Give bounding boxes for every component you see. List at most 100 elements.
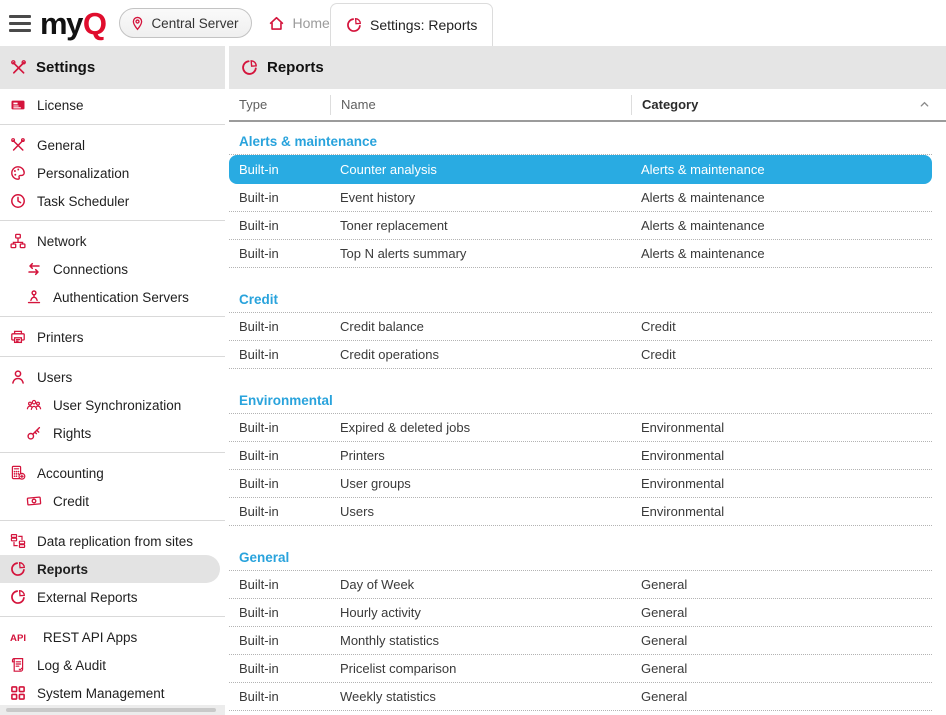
sidebar-item-label: Log & Audit bbox=[37, 657, 107, 673]
cell-type: Built-in bbox=[239, 661, 279, 676]
report-row-expired-deleted-jobs[interactable]: Built-in Expired & deleted jobs Environmen… bbox=[229, 414, 932, 442]
cell-name: Printers bbox=[340, 448, 385, 463]
hamburger-menu-icon[interactable] bbox=[9, 14, 31, 32]
report-group-title: General bbox=[229, 540, 932, 571]
sidebar-item-credit[interactable]: Credit bbox=[0, 487, 225, 515]
tab-settings-reports[interactable]: Settings: Reports bbox=[330, 3, 494, 46]
cell-name: Pricelist comparison bbox=[340, 661, 457, 676]
tab-settings-reports-label: Settings: Reports bbox=[370, 17, 478, 33]
sidebar-item-label: System Management bbox=[37, 685, 165, 701]
report-row-counter-analysis[interactable]: Built-in Counter analysis Alerts & mainten… bbox=[229, 155, 932, 184]
user-icon bbox=[10, 369, 26, 385]
sidebar-item-label: Authentication Servers bbox=[53, 289, 189, 305]
scrollbar-thumb[interactable] bbox=[6, 708, 216, 712]
network-icon bbox=[10, 233, 26, 249]
sidebar-item-users[interactable]: Users bbox=[0, 363, 225, 391]
report-group-general: General Built-in Day of Week General Built-i… bbox=[229, 540, 932, 711]
sidebar-item-label: External Reports bbox=[37, 589, 138, 605]
page-title: Reports bbox=[267, 59, 324, 76]
sidebar-item-system-management[interactable]: System Management bbox=[0, 679, 225, 705]
cell-type: Built-in bbox=[239, 246, 279, 261]
user-group-icon bbox=[26, 397, 42, 413]
cell-name: Hourly activity bbox=[340, 605, 421, 620]
cell-name: Monthly statistics bbox=[340, 633, 439, 648]
report-row-printers[interactable]: Built-in Printers Environmental bbox=[229, 442, 932, 470]
report-row-top-n-alerts-summary[interactable]: Built-in Top N alerts summary Alerts & mai… bbox=[229, 240, 932, 268]
cell-type: Built-in bbox=[239, 420, 279, 435]
sidebar-item-personalization[interactable]: Personalization bbox=[0, 159, 225, 187]
sidebar-item-accounting[interactable]: Accounting bbox=[0, 459, 225, 487]
report-row-monthly-statistics[interactable]: Built-in Monthly statistics General bbox=[229, 627, 932, 655]
api-icon: API bbox=[10, 631, 32, 644]
sidebar-item-label: Data replication from sites bbox=[37, 533, 194, 549]
sidebar-item-data-replication-from-sites[interactable]: Data replication from sites bbox=[0, 527, 225, 555]
report-group-credit: Credit Built-in Credit balance Credit Built-… bbox=[229, 282, 932, 369]
cell-type: Built-in bbox=[239, 218, 279, 233]
sidebar-item-general[interactable]: General bbox=[0, 131, 225, 159]
report-group-alerts-maintenance: Alerts & maintenance Built-in Counter anal… bbox=[229, 124, 932, 268]
cell-type: Built-in bbox=[239, 161, 279, 177]
sidebar-item-connections[interactable]: Connections bbox=[0, 255, 225, 283]
cell-category: General bbox=[641, 633, 688, 648]
sidebar-item-user-synchronization[interactable]: User Synchronization bbox=[0, 391, 225, 419]
sidebar-item-log-audit[interactable]: Log & Audit bbox=[0, 651, 225, 679]
logo-text-my: my bbox=[40, 5, 83, 41]
cell-type: Built-in bbox=[239, 448, 279, 463]
report-row-hourly-activity[interactable]: Built-in Hourly activity General bbox=[229, 599, 932, 627]
column-header-name[interactable]: Name bbox=[330, 94, 631, 115]
server-selector-button[interactable]: Central Server bbox=[119, 8, 253, 38]
cell-name: Toner replacement bbox=[340, 218, 448, 233]
pie-chart-icon bbox=[10, 589, 26, 605]
report-row-weekly-statistics[interactable]: Built-in Weekly statistics General bbox=[229, 683, 932, 711]
sidebar-item-rest-api-apps[interactable]: API REST API Apps bbox=[0, 623, 225, 651]
cell-category: General bbox=[641, 661, 688, 676]
sidebar-item-label: Reports bbox=[37, 561, 89, 577]
license-icon bbox=[10, 97, 26, 113]
sidebar-item-license[interactable]: License bbox=[0, 91, 225, 119]
page-body: Settings License General Personalization Ta… bbox=[0, 46, 946, 715]
cell-category: Environmental bbox=[641, 476, 725, 491]
settings-sidebar: Settings License General Personalization Ta… bbox=[0, 46, 225, 715]
tab-home[interactable]: Home bbox=[268, 15, 330, 32]
sidebar-title: Settings bbox=[36, 59, 96, 76]
sidebar-item-label: License bbox=[37, 97, 84, 113]
cell-name: Top N alerts summary bbox=[340, 246, 467, 261]
report-row-credit-balance[interactable]: Built-in Credit balance Credit bbox=[229, 313, 932, 341]
report-row-user-groups[interactable]: Built-in User groups Environmental bbox=[229, 470, 932, 498]
report-row-event-history[interactable]: Built-in Event history Alerts & maintenanc… bbox=[229, 184, 932, 212]
sidebar-divider bbox=[0, 356, 225, 357]
sidebar-item-network[interactable]: Network bbox=[0, 227, 225, 255]
sidebar-header: Settings bbox=[0, 46, 225, 89]
report-row-credit-operations[interactable]: Built-in Credit operations Credit bbox=[229, 341, 932, 369]
report-row-toner-replacement[interactable]: Built-in Toner replacement Alerts & mainte… bbox=[229, 212, 932, 240]
sidebar-item-task-scheduler[interactable]: Task Scheduler bbox=[0, 187, 225, 215]
cell-name: Credit balance bbox=[340, 319, 424, 334]
sidebar-item-label: User Synchronization bbox=[53, 397, 182, 413]
cell-category: Alerts & maintenance bbox=[641, 161, 765, 177]
column-header-type-label: Type bbox=[239, 97, 268, 112]
sidebar-divider bbox=[0, 452, 225, 453]
sidebar-item-authentication-servers[interactable]: Authentication Servers bbox=[0, 283, 225, 311]
cell-name: Event history bbox=[340, 190, 416, 205]
server-selector-label: Central Server bbox=[151, 15, 239, 31]
cell-name: Credit operations bbox=[340, 347, 439, 362]
cell-name: Expired & deleted jobs bbox=[340, 420, 471, 435]
sidebar-item-printers[interactable]: Printers bbox=[0, 323, 225, 351]
report-row-users[interactable]: Built-in Users Environmental bbox=[229, 498, 932, 526]
report-table-header: Type Name Category bbox=[229, 89, 946, 122]
sidebar-item-external-reports[interactable]: External Reports bbox=[0, 583, 225, 611]
report-row-pricelist-comparison[interactable]: Built-in Pricelist comparison General bbox=[229, 655, 932, 683]
scroll-icon bbox=[10, 657, 26, 673]
report-row-day-of-week[interactable]: Built-in Day of Week General bbox=[229, 571, 932, 599]
key-icon bbox=[26, 425, 42, 441]
report-group-environmental: Environmental Built-in Expired & deleted j… bbox=[229, 383, 932, 526]
reports-panel-header: Reports bbox=[229, 46, 946, 89]
cell-type: Built-in bbox=[239, 504, 279, 519]
column-header-category[interactable]: Category bbox=[631, 94, 946, 115]
column-header-type[interactable]: Type bbox=[229, 95, 330, 115]
sidebar-item-reports[interactable]: Reports bbox=[0, 555, 220, 583]
sidebar-item-rights[interactable]: Rights bbox=[0, 419, 225, 447]
svg-text:API: API bbox=[10, 633, 26, 644]
column-header-category-label: Category bbox=[642, 97, 699, 112]
cell-category: General bbox=[641, 689, 688, 704]
